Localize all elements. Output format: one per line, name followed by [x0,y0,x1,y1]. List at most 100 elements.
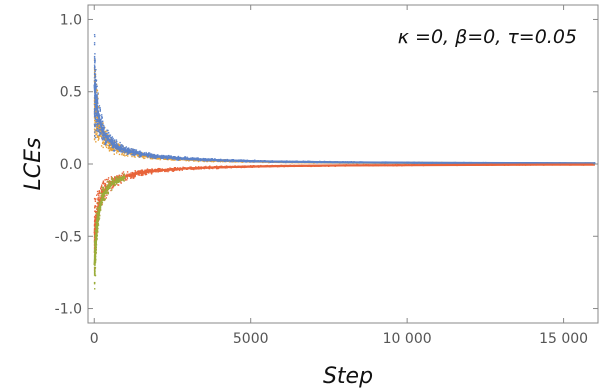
data-point [116,140,118,143]
data-point [98,192,100,195]
data-point [200,159,202,162]
data-point [94,131,96,133]
data-point [98,196,100,198]
data-point [110,143,113,145]
data-point [122,179,124,181]
data-point [94,35,96,38]
data-point [97,193,99,195]
data-point [108,146,110,148]
data-point [104,198,106,200]
data-point [120,144,122,146]
data-point [110,149,113,152]
data-point [129,149,131,151]
data-point [122,145,124,147]
data-point [101,184,103,186]
data-point [133,177,135,179]
data-point [105,145,107,147]
data-point [95,121,97,123]
data-point [106,184,108,186]
data-point [138,173,140,176]
data-point [93,234,96,236]
data-point [101,124,104,127]
data-point [116,176,118,179]
data-point [118,174,121,177]
data-point [115,146,117,148]
data-point [115,141,117,144]
data-point [122,154,125,156]
data-point [170,155,172,157]
data-point [137,155,139,157]
data-point [124,155,126,157]
data-point [96,136,98,138]
data-point [143,157,145,160]
data-point [116,148,118,150]
data-point [93,108,96,110]
data-point [112,145,114,148]
data-point [101,139,104,141]
data-point [96,206,98,208]
data-point [110,176,113,178]
data-point [117,144,119,146]
data-point [93,123,96,125]
data-point [96,98,99,100]
data-point [140,174,143,176]
data-point [113,146,116,148]
data-point [109,134,112,136]
data-point [95,212,97,214]
data-point [95,87,98,89]
data-point [110,189,112,192]
data-point [132,175,135,177]
data-point [164,170,166,173]
data-point [98,138,100,140]
data-point [93,220,96,223]
data-point [102,138,104,140]
data-point [131,155,133,158]
data-point [94,125,96,128]
data-point [118,149,121,151]
data-point [133,172,135,174]
data-point [140,173,143,176]
data-point [104,138,106,141]
data-point [171,170,174,172]
data-point [120,145,122,147]
data-point [101,134,104,137]
data-point [116,144,118,146]
data-point [126,177,129,179]
data-point [113,153,115,155]
data-point [174,158,176,160]
data-point [138,156,140,158]
data-point [100,118,102,121]
data-point [93,236,96,238]
data-point [93,64,96,66]
data-point [133,148,135,151]
data-point [172,170,175,172]
data-point [96,194,98,196]
data-point [104,193,107,195]
data-point [102,136,104,139]
data-point [98,219,100,221]
data-point [97,123,100,125]
data-point [102,146,104,149]
data-point [189,166,191,168]
data-point [115,177,117,179]
data-point [176,159,178,161]
data-point [97,92,99,94]
series-line [93,84,595,165]
data-point [108,181,111,183]
data-point [116,150,118,152]
data-point [207,160,209,162]
data-point [96,130,99,132]
data-point [93,42,96,44]
data-point [114,177,116,179]
data-point [96,122,99,124]
data-point [114,149,116,151]
data-point [97,102,99,104]
data-point [164,158,166,160]
data-point [177,167,179,169]
data-point [174,167,177,169]
data-point [112,147,114,150]
data-point [98,132,101,134]
data-point [102,180,105,182]
data-point [115,140,117,143]
